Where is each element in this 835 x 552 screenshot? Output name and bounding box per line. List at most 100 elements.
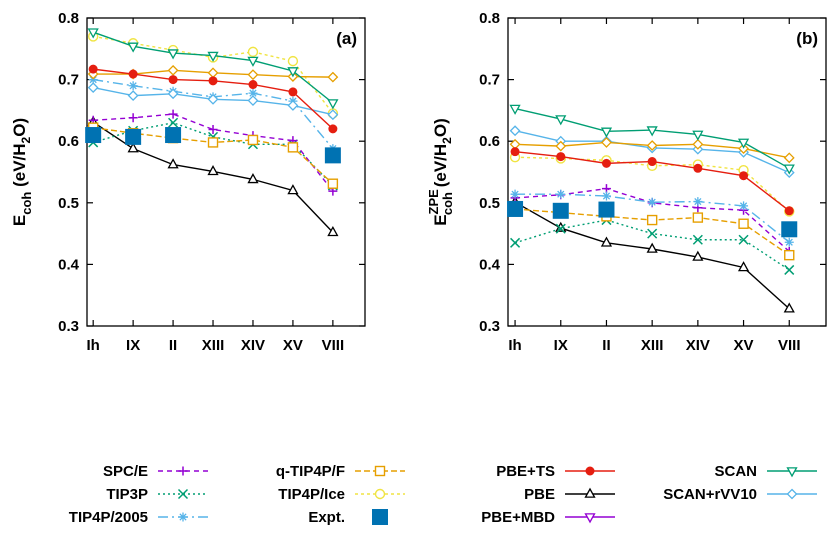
x-tick-label: VIII xyxy=(778,337,801,354)
series-pbe-ts xyxy=(88,64,338,134)
data-point xyxy=(600,127,613,138)
data-point xyxy=(207,51,219,62)
series-pbe-ts xyxy=(510,147,794,216)
data-point xyxy=(128,81,138,91)
plot-frame xyxy=(507,17,827,327)
data-point xyxy=(783,152,795,164)
data-point xyxy=(552,202,569,219)
data-point xyxy=(556,189,566,199)
data-point xyxy=(555,223,566,234)
legend-marker xyxy=(374,465,386,477)
legend-marker xyxy=(584,487,596,498)
legend-label: Expt. xyxy=(308,509,345,526)
legend-label: PBE+MBD xyxy=(481,509,555,526)
data-point xyxy=(127,90,139,102)
x-tick-label: VIII xyxy=(322,337,345,354)
data-point xyxy=(556,152,566,162)
legend-entry: TIP3P xyxy=(106,486,208,503)
series-tip4p-2005 xyxy=(510,189,794,247)
data-point xyxy=(647,157,657,167)
data-point xyxy=(738,218,749,229)
y-axis-label: Ecoh (eV/H2O) xyxy=(10,118,34,226)
x-tick-label: XIV xyxy=(241,337,265,354)
x-tick-label: IX xyxy=(126,337,140,354)
data-point xyxy=(509,125,521,137)
data-point xyxy=(288,87,298,97)
data-point xyxy=(247,95,259,106)
data-point xyxy=(739,201,749,211)
legend-marker xyxy=(585,466,595,476)
data-point xyxy=(328,124,338,134)
data-point xyxy=(784,249,795,261)
data-point xyxy=(646,242,658,253)
data-point xyxy=(692,250,704,261)
data-point xyxy=(327,71,339,83)
y-tick-label: 0.3 xyxy=(479,318,500,335)
legend-entry: SPC/E xyxy=(103,463,208,480)
data-point xyxy=(601,137,612,148)
x-tick-label: Ih xyxy=(508,337,521,354)
data-point xyxy=(165,127,182,144)
data-point xyxy=(208,124,218,134)
data-point xyxy=(324,147,341,164)
y-tick-label: 0.7 xyxy=(58,72,79,89)
data-point xyxy=(247,46,259,58)
data-point xyxy=(168,117,179,128)
legend-label: TIP4P/Ice xyxy=(278,486,345,503)
data-point xyxy=(601,158,611,168)
data-point xyxy=(327,178,339,189)
legend-entry: Expt. xyxy=(308,509,388,526)
plot-frame xyxy=(86,17,366,327)
data-point xyxy=(327,109,339,121)
data-point xyxy=(167,88,179,100)
data-point xyxy=(125,128,142,145)
legend-entry: SCAN+rVV10 xyxy=(663,486,817,503)
x-tick-label: XV xyxy=(734,337,754,354)
data-point xyxy=(287,142,299,153)
legend-entry: PBE xyxy=(524,486,615,503)
data-point xyxy=(600,236,613,247)
data-point xyxy=(738,234,749,245)
data-point xyxy=(248,80,258,90)
data-point xyxy=(507,200,524,217)
data-point xyxy=(783,302,795,313)
data-point xyxy=(247,134,259,146)
data-point xyxy=(510,189,520,199)
y-tick-label: 0.8 xyxy=(58,10,79,27)
x-tick-label: XIII xyxy=(202,337,225,354)
data-point xyxy=(128,113,138,123)
data-point xyxy=(647,197,657,207)
data-point xyxy=(598,201,615,218)
data-point xyxy=(128,69,138,79)
x-tick-label: II xyxy=(602,337,610,354)
data-point xyxy=(127,42,139,53)
data-point xyxy=(693,197,703,207)
legend-entry: TIP4P/Ice xyxy=(278,486,405,503)
data-point xyxy=(167,158,179,169)
series-pbe-ts-extra xyxy=(509,137,795,164)
data-point xyxy=(784,206,794,216)
series-pbe xyxy=(87,115,339,237)
legend-label: SPC/E xyxy=(103,463,148,480)
data-point xyxy=(208,76,218,86)
data-point xyxy=(168,75,178,85)
x-tick-label: XIII xyxy=(641,337,664,354)
data-point xyxy=(555,115,567,126)
legend-entry: q-TIP4P/F xyxy=(276,463,405,480)
x-tick-label: Ih xyxy=(87,337,100,354)
data-point xyxy=(784,264,795,275)
legend-label: SCAN+rVV10 xyxy=(663,486,757,503)
y-tick-label: 0.4 xyxy=(58,256,80,273)
legend-label: SCAN xyxy=(714,463,757,480)
data-point xyxy=(737,138,750,149)
data-point xyxy=(737,261,750,272)
data-point xyxy=(87,82,99,94)
data-point xyxy=(647,228,658,239)
x-tick-label: XIV xyxy=(686,337,710,354)
data-point xyxy=(248,88,258,98)
legend-entry: PBE+MBD xyxy=(481,509,615,526)
data-point xyxy=(555,140,567,152)
data-point xyxy=(167,64,179,76)
y-tick-label: 0.3 xyxy=(58,318,79,335)
